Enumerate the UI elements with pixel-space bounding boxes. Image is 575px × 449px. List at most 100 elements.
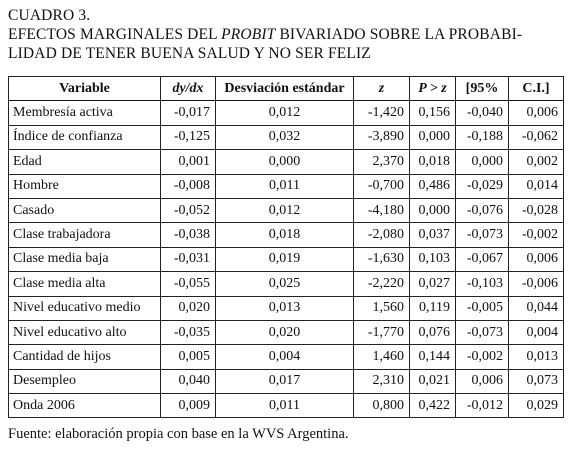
title-text-end: BIVARIADO SOBRE LA PROBABI- (275, 26, 523, 43)
cell-ci-low: -0,073 (455, 222, 509, 248)
cell-ci-high: 0,044 (508, 295, 564, 321)
cell-variable: Desempleo (8, 368, 161, 395)
cell-ci-low: -0,029 (455, 173, 509, 199)
header-z: z (353, 75, 410, 102)
title-italic-term: PROBIT (221, 26, 276, 43)
cell-dydx: -0,008 (160, 173, 216, 199)
table-row: Índice de confianza -0,125 0,032 -3,890 0,00… (8, 124, 564, 151)
table-row: Desempleo 0,040 0,017 2,310 0,021 0,006 0,073 (8, 368, 564, 395)
cell-p-value: 0,000 (409, 197, 456, 224)
cell-z: -2,080 (353, 222, 410, 248)
cell-p-value: 0,422 (409, 393, 456, 419)
cell-variable: Cantidad de hijos (8, 344, 161, 370)
cell-z: -1,770 (353, 319, 410, 346)
cell-ci-high: -0,028 (508, 197, 564, 224)
cell-dydx: 0,005 (160, 344, 216, 370)
header-dydx: dy/dx (160, 75, 216, 102)
cell-ci-high: -0,002 (508, 222, 564, 248)
cell-ci-low: -0,067 (455, 246, 509, 273)
cell-ci-high: 0,006 (508, 246, 564, 273)
cell-z: -4,180 (353, 197, 410, 224)
cell-ci-high: 0,002 (508, 149, 564, 175)
title-text-start: EFECTOS MARGINALES DEL (8, 26, 222, 43)
cell-z: -1,630 (353, 246, 410, 273)
table-title-line-2: LIDAD DE TENER BUENA SALUD Y NO SER FELI… (8, 45, 371, 62)
cell-ci-low: 0,006 (455, 368, 509, 395)
cell-variable: Onda 2006 (8, 393, 161, 419)
cell-p-value: 0,027 (409, 271, 456, 297)
cell-ci-low: -0,002 (455, 344, 509, 370)
cell-dydx: -0,052 (160, 197, 216, 224)
cell-z: 1,460 (353, 344, 410, 370)
cell-z: -3,890 (353, 124, 410, 151)
cell-z: 1,560 (353, 295, 410, 321)
cell-variable: Clase media baja (8, 246, 161, 273)
cell-ci-low: -0,040 (455, 100, 509, 126)
cell-variable: Índice de confianza (8, 124, 161, 151)
cell-std-dev: 0,032 (215, 124, 354, 151)
table-row: Nivel educativo medio 0,020 0,013 1,560 0,11… (8, 295, 564, 321)
table-row: Nivel educativo alto -0,035 0,020 -1,770 0,0… (8, 319, 564, 346)
cell-ci-low: -0,005 (455, 295, 509, 321)
cell-std-dev: 0,013 (215, 295, 354, 321)
header-p-value: P > z (409, 75, 456, 102)
cell-z: 2,310 (353, 368, 410, 395)
cell-variable: Edad (8, 149, 161, 175)
header-std-dev: Desviación estándar (215, 75, 354, 102)
cell-z: -2,220 (353, 271, 410, 297)
cell-ci-low: -0,076 (455, 197, 509, 224)
cell-variable: Hombre (8, 173, 161, 199)
cell-dydx: 0,009 (160, 393, 216, 419)
cell-z: -0,700 (353, 173, 410, 199)
cell-ci-low: 0,000 (455, 149, 509, 175)
header-ci-high: C.I.] (508, 75, 564, 102)
cell-p-value: 0,103 (409, 246, 456, 273)
cell-p-value: 0,021 (409, 368, 456, 395)
cell-std-dev: 0,011 (215, 393, 354, 419)
cell-p-value: 0,037 (409, 222, 456, 248)
table-label: CUADRO 3. (8, 7, 91, 24)
cell-std-dev: 0,011 (215, 173, 354, 199)
cell-ci-low: -0,073 (455, 319, 509, 346)
cell-std-dev: 0,017 (215, 368, 354, 395)
cell-ci-low: -0,188 (455, 124, 509, 151)
marginal-effects-table: Variable dy/dx Desviación estándar z P >… (8, 75, 564, 419)
cell-std-dev: 0,018 (215, 222, 354, 248)
cell-ci-low: -0,012 (455, 393, 509, 419)
table-row: Edad 0,001 0,000 2,370 0,018 0,000 0,002 (8, 149, 564, 175)
header-variable: Variable (8, 75, 161, 102)
cell-p-value: 0,018 (409, 149, 456, 175)
cell-std-dev: 0,012 (215, 100, 354, 126)
cell-ci-high: 0,013 (508, 344, 564, 370)
cell-dydx: -0,038 (160, 222, 216, 248)
cell-p-value: 0,119 (409, 295, 456, 321)
cell-ci-high: 0,006 (508, 100, 564, 126)
cell-std-dev: 0,000 (215, 149, 354, 175)
cell-std-dev: 0,020 (215, 319, 354, 346)
cell-ci-high: 0,029 (508, 393, 564, 419)
cell-dydx: -0,055 (160, 271, 216, 297)
table-row: Clase media baja -0,031 0,019 -1,630 0,103 -0… (8, 246, 564, 273)
cell-z: -1,420 (353, 100, 410, 126)
cell-p-value: 0,144 (409, 344, 456, 370)
cell-variable: Nivel educativo medio (8, 295, 161, 321)
cell-ci-high: -0,062 (508, 124, 564, 151)
table-body: Membresía activa -0,017 0,012 -1,420 0,156 -0… (8, 100, 564, 419)
cell-dydx: -0,035 (160, 319, 216, 346)
table-header: Variable dy/dx Desviación estándar z P >… (8, 75, 564, 102)
cell-std-dev: 0,019 (215, 246, 354, 273)
cell-std-dev: 0,012 (215, 197, 354, 224)
cell-z: 0,800 (353, 393, 410, 419)
cell-ci-low: -0,103 (455, 271, 509, 297)
cell-std-dev: 0,004 (215, 344, 354, 370)
cell-ci-high: 0,004 (508, 319, 564, 346)
cell-variable: Clase trabajadora (8, 222, 161, 248)
cell-std-dev: 0,025 (215, 271, 354, 297)
cell-dydx: 0,020 (160, 295, 216, 321)
cell-p-value: 0,486 (409, 173, 456, 199)
table-row: Casado -0,052 0,012 -4,180 0,000 -0,076 -0,028 (8, 197, 564, 224)
cell-p-value: 0,076 (409, 319, 456, 346)
table-row: Clase media alta -0,055 0,025 -2,220 0,027 -0… (8, 271, 564, 297)
table-title-line-1: EFECTOS MARGINALES DEL PROBIT BIVARIADO … (8, 25, 568, 44)
cell-variable: Nivel educativo alto (8, 319, 161, 346)
